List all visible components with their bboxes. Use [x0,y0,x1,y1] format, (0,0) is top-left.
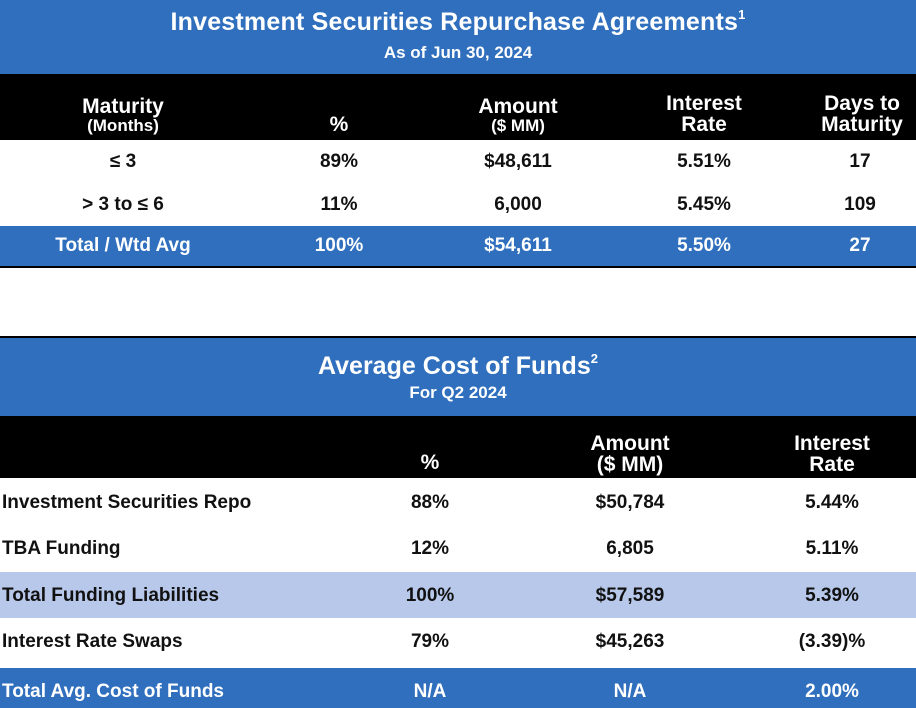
table-row: ≤ 3 89% $48,611 5.51% 17 [0,140,916,183]
col-header-amount: Amount ($ MM) [540,433,720,475]
cell-pct: 89% [319,151,359,172]
col-header-pct: % [329,113,349,136]
col-header-maturity: Maturity (Months) [0,96,246,135]
col-header-rate-line1: Interest [794,432,870,455]
cell-amount: $45,263 [595,631,665,652]
cell-pct: 100% [405,585,455,606]
cell-amount: $57,589 [595,585,665,606]
repo-column-headers: Maturity (Months) % Amount ($ MM) Intere… [0,74,916,140]
repo-table-subtitle: As of Jun 30, 2024 [383,43,533,62]
cell-total-label: Total / Wtd Avg [55,235,191,256]
cell-total-rate: 2.00% [805,681,859,702]
col-header-amount-label: Amount [590,432,670,455]
col-header-days-line1: Days to [824,92,900,115]
col-header-rate-line2: Rate [809,453,855,476]
col-header-rate-line2: Rate [681,113,727,136]
table-row: Investment Securities Repo 88% $50,784 5… [0,478,916,524]
col-header-days: Days to Maturity [804,93,916,135]
table-row: Interest Rate Swaps 79% $45,263 (3.39)% [0,620,916,666]
cost-table-subtitle: For Q2 2024 [409,383,507,402]
col-header-rate: Interest Rate [748,433,916,475]
cell-rate: 5.39% [805,585,859,606]
cost-table-title: Average Cost of Funds2 [0,350,916,381]
cell-total-days: 27 [849,235,871,256]
cell-days: 109 [844,194,876,215]
cell-rate: 5.11% [805,538,859,559]
col-header-amount-unit: ($ MM) [596,453,664,476]
cell-label: Total Funding Liabilities [2,585,220,606]
cell-label: Interest Rate Swaps [2,631,183,652]
col-header-rate-line1: Interest [666,92,742,115]
cell-rate: (3.39)% [798,631,866,652]
cost-total-row: Total Avg. Cost of Funds N/A N/A 2.00% [0,668,916,708]
repo-title-footnote: 1 [738,6,746,22]
cost-title-text: Average Cost of Funds [318,352,591,380]
cell-amount: $48,611 [484,151,552,172]
table-row: TBA Funding 12% 6,805 5.11% [0,524,916,570]
cell-total-label: Total Avg. Cost of Funds [2,681,224,702]
col-header-rate: Interest Rate [604,93,804,135]
cost-column-headers: % Amount ($ MM) Interest Rate [0,416,916,478]
cost-table-header: Average Cost of Funds2 For Q2 2024 [0,338,916,416]
col-header-amount-unit: ($ MM) [491,116,545,135]
col-header-maturity-label: Maturity [82,95,164,118]
cell-rate: 5.45% [677,194,731,215]
col-header-maturity-unit: (Months) [87,116,159,135]
cell-rate: 5.51% [677,151,731,172]
cell-total-rate: 5.50% [677,235,731,256]
divider [0,336,916,338]
cell-total-pct: N/A [413,681,447,702]
cell-pct: 79% [410,631,450,652]
repo-total-row: Total / Wtd Avg 100% $54,611 5.50% 27 [0,226,916,268]
cell-amount: $50,784 [595,492,665,513]
repo-table-header: Investment Securities Repurchase Agreeme… [0,0,916,74]
cell-pct: 12% [410,538,450,559]
cell-pct: 88% [410,492,450,513]
cell-label: Investment Securities Repo [2,492,252,513]
cell-rate: 5.44% [805,492,859,513]
col-header-amount-label: Amount [478,95,558,118]
cell-maturity: > 3 to ≤ 6 [82,194,164,215]
col-header-days-line2: Maturity [821,113,903,136]
cell-amount: 6,000 [494,194,542,215]
cell-total-amount: $54,611 [484,235,552,256]
cell-days: 17 [849,151,871,172]
cell-label: TBA Funding [2,538,121,559]
repo-table-title: Investment Securities Repurchase Agreeme… [0,6,916,37]
cell-maturity: ≤ 3 [109,151,137,172]
cell-amount: 6,805 [606,538,654,559]
cell-pct: 11% [320,194,358,215]
col-header-pct: % [420,451,440,474]
repo-title-text: Investment Securities Repurchase Agreeme… [170,8,739,36]
table-row: > 3 to ≤ 6 11% 6,000 5.45% 109 [0,183,916,226]
cell-total-pct: 100% [314,235,364,256]
col-header-amount: Amount ($ MM) [432,96,604,135]
cost-title-footnote: 2 [590,350,598,366]
cell-total-amount: N/A [613,681,647,702]
table-row-highlighted: Total Funding Liabilities 100% $57,589 5… [0,572,916,618]
